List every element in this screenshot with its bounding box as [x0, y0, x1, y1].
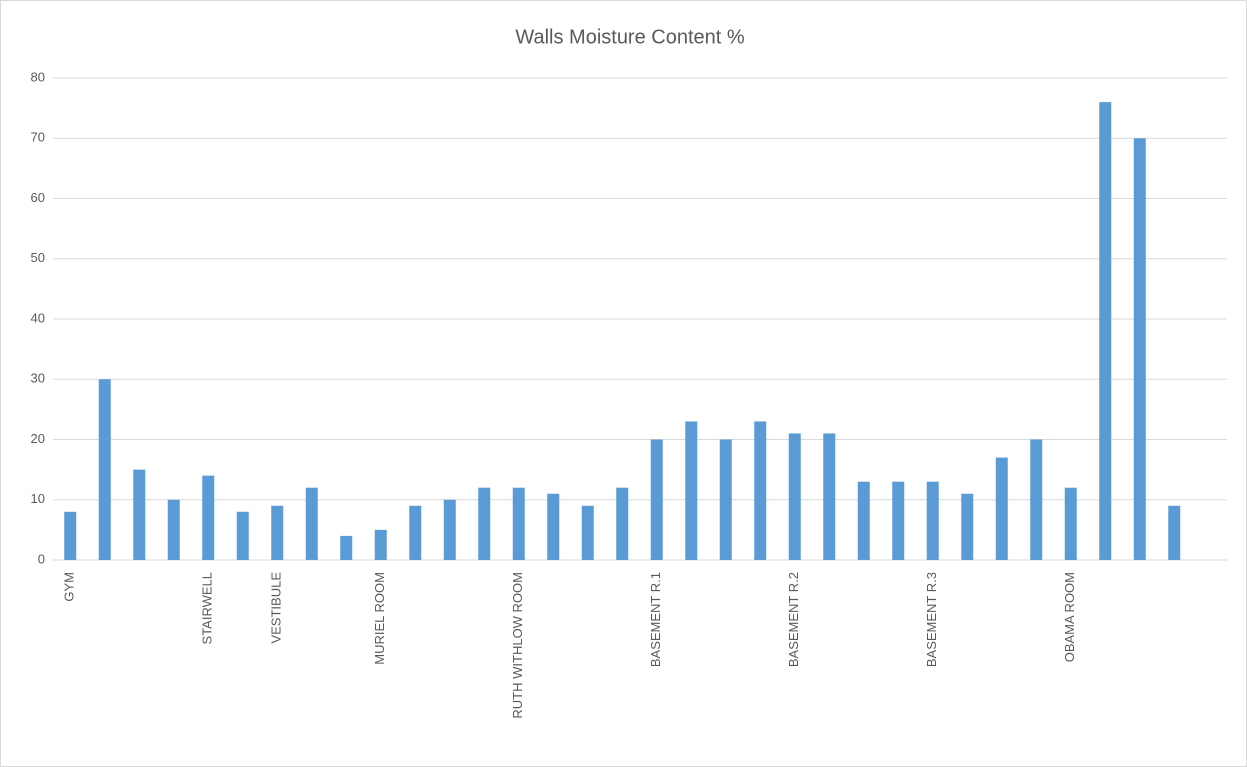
y-tick-label: 50 [31, 250, 45, 265]
bar [754, 421, 767, 560]
x-tick-label: BASEMENT R.2 [786, 572, 801, 667]
x-tick-label: BASEMENT R.1 [648, 572, 663, 667]
bar [305, 487, 318, 560]
bar [926, 481, 939, 560]
bar [512, 487, 525, 560]
bar [857, 481, 870, 560]
bar [340, 535, 353, 560]
bar [1099, 102, 1112, 560]
x-tick-label: MURIEL ROOM [372, 572, 387, 665]
bar [1030, 439, 1043, 560]
bar [581, 505, 594, 560]
bar [616, 487, 629, 560]
x-tick-label: OBAMA ROOM [1062, 572, 1077, 662]
y-tick-label: 10 [31, 491, 45, 506]
bar [443, 499, 456, 560]
x-tick-label: GYM [62, 572, 77, 602]
bar [1168, 505, 1181, 560]
chart-title: Walls Moisture Content % [515, 26, 745, 48]
y-tick-label: 30 [31, 371, 45, 386]
bar [892, 481, 905, 560]
y-tick-label: 70 [31, 130, 45, 145]
x-tick-label: VESTIBULE [269, 572, 284, 644]
bar [788, 433, 801, 560]
bar [202, 475, 215, 560]
bar [478, 487, 491, 560]
bar [823, 433, 836, 560]
bar [961, 493, 974, 560]
bar [650, 439, 663, 560]
y-tick-label: 40 [31, 310, 45, 325]
bar [547, 493, 560, 560]
x-tick-label: STAIRWELL [200, 572, 215, 644]
y-tick-label: 80 [31, 69, 45, 84]
bar [1133, 138, 1146, 560]
bar [133, 469, 146, 560]
y-tick-label: 60 [31, 190, 45, 205]
bar [1064, 487, 1077, 560]
bar [98, 379, 111, 560]
bar [685, 421, 698, 560]
x-tick-label: BASEMENT R.3 [924, 572, 939, 667]
bar [409, 505, 422, 560]
y-tick-label: 20 [31, 431, 45, 446]
y-tick-label: 0 [38, 551, 45, 566]
bar [995, 457, 1008, 560]
bar [64, 511, 77, 560]
bar [374, 529, 387, 560]
bar [271, 505, 284, 560]
x-tick-label: RUTH WITHLOW ROOM [510, 572, 525, 719]
bar [167, 499, 180, 560]
bar [236, 511, 249, 560]
bar [719, 439, 732, 560]
